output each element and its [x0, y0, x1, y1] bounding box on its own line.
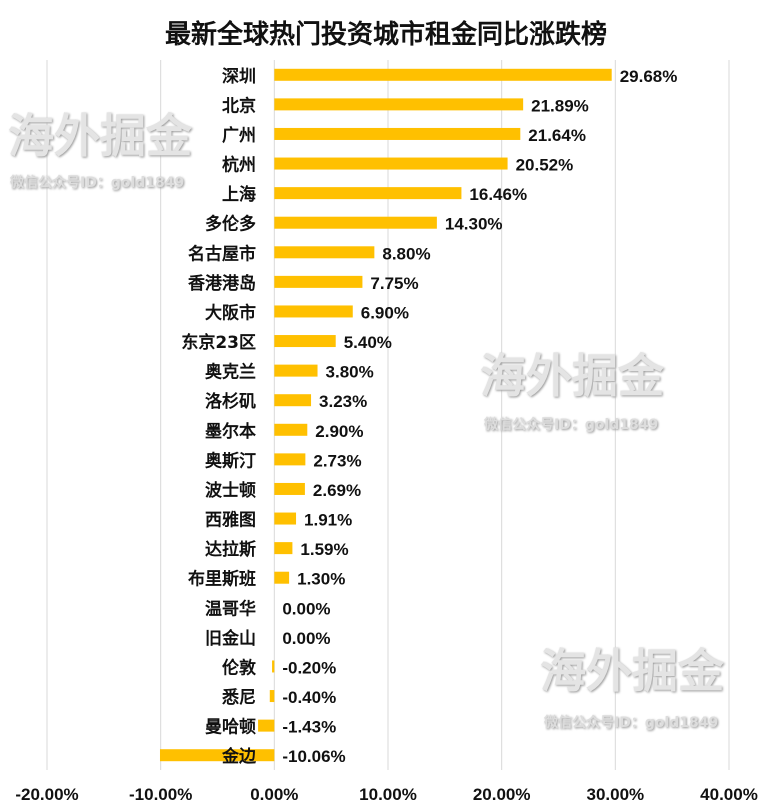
category-label: 悉尼 — [221, 688, 256, 708]
bar — [274, 305, 353, 318]
x-tick-label: -20.00% — [15, 785, 78, 804]
bar — [274, 453, 306, 466]
data-label: 29.68% — [620, 67, 678, 86]
x-tick-label: -10.00% — [129, 785, 192, 804]
category-label: 上海 — [222, 184, 256, 205]
x-tick-label: 0.00% — [250, 785, 298, 804]
data-label: -0.20% — [282, 658, 336, 677]
data-label: -10.06% — [282, 747, 345, 766]
data-label: 2.73% — [313, 451, 361, 470]
category-label: 东京23区 — [181, 332, 256, 353]
category-label: 西雅图 — [205, 510, 256, 531]
category-label: 曼哈顿 — [205, 717, 256, 738]
category-label: 多伦多 — [205, 214, 256, 235]
bar — [274, 423, 308, 436]
data-label: 14.30% — [445, 215, 503, 234]
x-tick-label: 30.00% — [586, 785, 644, 804]
data-label: 21.64% — [528, 126, 586, 145]
bar — [274, 246, 375, 259]
bar — [274, 216, 437, 229]
category-label: 北京 — [222, 95, 256, 116]
bar — [274, 157, 508, 170]
bar — [274, 68, 612, 81]
data-label: 6.90% — [361, 303, 409, 322]
bar — [274, 127, 521, 140]
data-label: 16.46% — [469, 185, 527, 204]
data-label: 0.00% — [282, 599, 330, 618]
category-label: 波士顿 — [205, 480, 256, 501]
bar — [159, 749, 275, 762]
category-label: 深圳 — [222, 66, 256, 87]
data-label: 3.80% — [326, 363, 374, 382]
category-label: 奥斯汀 — [205, 450, 256, 471]
data-label: 8.80% — [382, 244, 430, 263]
category-label: 达拉斯 — [205, 539, 256, 560]
x-tick-label: 40.00% — [700, 785, 758, 804]
bar — [274, 571, 290, 584]
bar — [274, 335, 336, 348]
data-label: 1.30% — [297, 570, 345, 589]
data-label: 2.90% — [315, 422, 363, 441]
bar — [269, 690, 275, 703]
data-label: -1.43% — [282, 718, 336, 737]
category-label: 香港港岛 — [188, 273, 256, 294]
category-label: 广州 — [222, 125, 256, 146]
category-label: 洛杉矶 — [205, 391, 256, 412]
data-label: -0.40% — [282, 688, 336, 707]
bar — [274, 364, 318, 377]
category-label: 墨尔本 — [205, 421, 256, 442]
chart-title: 最新全球热门投资城市租金同比涨跌榜 — [164, 20, 607, 50]
category-label: 大阪市 — [205, 302, 256, 323]
data-label: 7.75% — [370, 274, 418, 293]
bar — [274, 98, 524, 111]
bar — [258, 719, 275, 732]
category-label: 杭州 — [222, 155, 256, 176]
bar — [274, 512, 297, 525]
data-label: 2.69% — [313, 481, 361, 500]
data-label: 0.00% — [282, 629, 330, 648]
data-label: 20.52% — [516, 156, 574, 175]
category-label: 金边 — [221, 746, 257, 767]
bar — [274, 482, 305, 495]
category-label: 旧金山 — [205, 628, 256, 649]
bar — [274, 275, 363, 288]
bar — [274, 187, 462, 200]
category-label: 名古屋市 — [188, 243, 256, 264]
data-label: 3.23% — [319, 392, 367, 411]
bar — [272, 660, 275, 673]
category-label: 奥克兰 — [205, 362, 256, 383]
category-label: 伦敦 — [222, 657, 257, 678]
bar — [274, 542, 293, 555]
data-label: 1.59% — [300, 540, 348, 559]
x-tick-label: 20.00% — [473, 785, 531, 804]
data-label: 5.40% — [344, 333, 392, 352]
bar — [274, 394, 312, 407]
data-label: 1.91% — [304, 511, 352, 530]
x-tick-label: 10.00% — [359, 785, 417, 804]
category-label: 布里斯班 — [188, 569, 256, 590]
data-label: 21.89% — [531, 96, 589, 115]
category-label: 温哥华 — [205, 598, 256, 619]
